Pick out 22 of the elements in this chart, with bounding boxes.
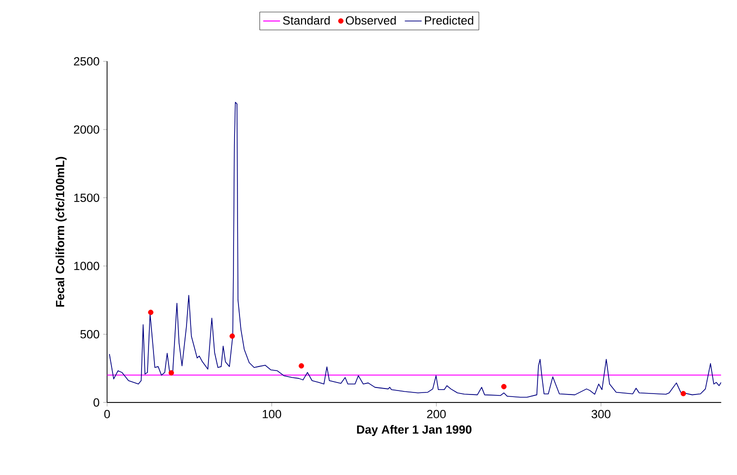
point [230,334,235,339]
point [501,384,507,390]
x-axis-title: Day After 1 Jan 1990 [357,425,472,436]
y-tick-label: 2000 [74,126,100,134]
y-tick-label: 1500 [74,194,100,202]
x-tick-label: 0 [104,410,110,418]
y-tick-label: 500 [80,330,100,339]
point [168,370,174,376]
legend-label: Observed [346,16,396,25]
x-tick-label: 300 [592,410,610,418]
legend-label: Predicted [424,16,474,25]
y-tick-label: 2500 [74,57,100,66]
point [298,363,304,369]
line-series [109,102,722,398]
point [680,391,686,396]
y-tick-label: 1000 [74,262,100,270]
y-tick-label: 0 [94,398,100,407]
x-tick-label: 200 [427,410,446,418]
x-tick-label: 100 [262,410,282,418]
legend-label: Standard [283,16,330,25]
y-axis-title: Fecal Coliform (cfc/100mL) [56,157,67,307]
point [148,310,154,316]
